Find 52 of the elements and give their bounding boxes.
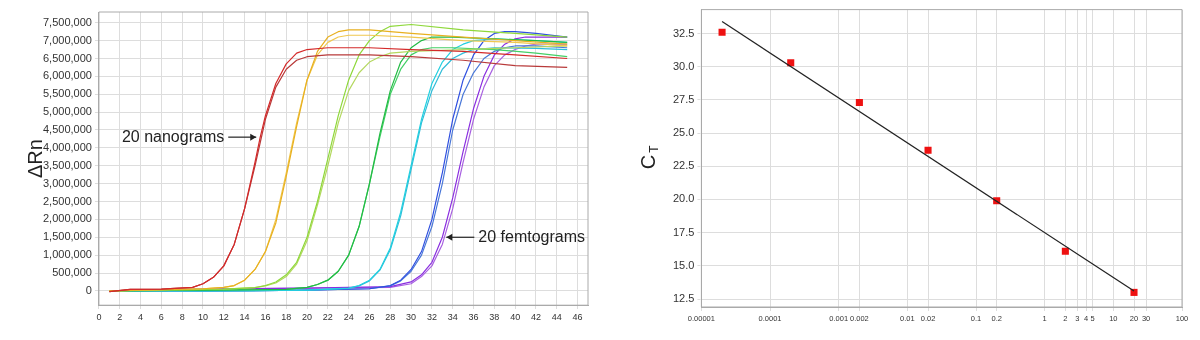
x-tick-label: 4 bbox=[138, 312, 144, 323]
y-tick-label: 1,500,000 bbox=[43, 230, 92, 243]
y-tick-label: 25.0 bbox=[672, 126, 695, 139]
x-tick-label: 6 bbox=[158, 312, 164, 323]
y-tick-label: 7,000,000 bbox=[43, 33, 92, 46]
y-tick-label: 6,500,000 bbox=[43, 51, 92, 64]
y-axis-title: CT bbox=[636, 144, 661, 170]
annotation: 20 femtograms bbox=[478, 227, 586, 245]
y-tick-label: 4,000,000 bbox=[43, 140, 92, 153]
y-tick-label: 22.5 bbox=[672, 159, 695, 172]
y-tick-label: 500,000 bbox=[52, 266, 92, 279]
y-tick-label: 32.5 bbox=[672, 26, 695, 39]
x-tick-label: 8 bbox=[179, 312, 185, 323]
y-tick-label: 7,500,000 bbox=[43, 15, 92, 28]
x-tick-label: 18 bbox=[281, 312, 292, 323]
x-tick-label: 14 bbox=[239, 312, 250, 323]
y-tick-label: 27.5 bbox=[672, 92, 695, 105]
x-tick-label: 28 bbox=[385, 312, 396, 323]
y-tick-label: 0 bbox=[85, 283, 92, 296]
x-tick-label: 12 bbox=[218, 312, 229, 323]
y-tick-label: 15.0 bbox=[672, 258, 695, 271]
x-tick-label: 22 bbox=[322, 312, 333, 323]
x-tick-label: 16 bbox=[260, 312, 271, 323]
x-tick-label: 46 bbox=[572, 312, 583, 323]
y-tick-label: 2,000,000 bbox=[43, 212, 92, 225]
x-tick-label: 10 bbox=[197, 312, 208, 323]
x-tick-label: 40 bbox=[510, 312, 521, 323]
y-tick-label: 3,500,000 bbox=[43, 158, 92, 171]
x-tick-label: 30 bbox=[406, 312, 417, 323]
y-tick-label: 12.5 bbox=[672, 292, 695, 305]
y-tick-label: 1,000,000 bbox=[43, 248, 92, 261]
x-tick-label: 42 bbox=[530, 312, 541, 323]
x-tick-label: 2 bbox=[117, 312, 123, 323]
x-tick-label: 44 bbox=[551, 312, 562, 323]
y-tick-label: 20.0 bbox=[672, 192, 695, 205]
y-tick-label: 30.0 bbox=[672, 59, 695, 72]
x-tick-label: 38 bbox=[489, 312, 500, 323]
x-tick-label: 34 bbox=[447, 312, 458, 323]
y-tick-label: 3,000,000 bbox=[43, 176, 92, 189]
x-tick-label: 24 bbox=[343, 312, 354, 323]
x-tick-label: 20 bbox=[302, 312, 313, 323]
y-tick-label: 5,500,000 bbox=[43, 87, 92, 100]
x-tick-label: 32 bbox=[426, 312, 437, 323]
x-tick-label: 26 bbox=[364, 312, 375, 323]
x-tick-label: 36 bbox=[468, 312, 479, 323]
annotation: 20 nanograms bbox=[121, 127, 225, 145]
y-tick-label: 4,500,000 bbox=[43, 123, 92, 136]
y-tick-label: 6,000,000 bbox=[43, 69, 92, 82]
y-tick-label: 5,000,000 bbox=[43, 105, 92, 118]
y-tick-label: 17.5 bbox=[672, 225, 695, 238]
y-tick-label: 2,500,000 bbox=[43, 194, 92, 207]
x-tick-label: 0 bbox=[96, 312, 102, 323]
